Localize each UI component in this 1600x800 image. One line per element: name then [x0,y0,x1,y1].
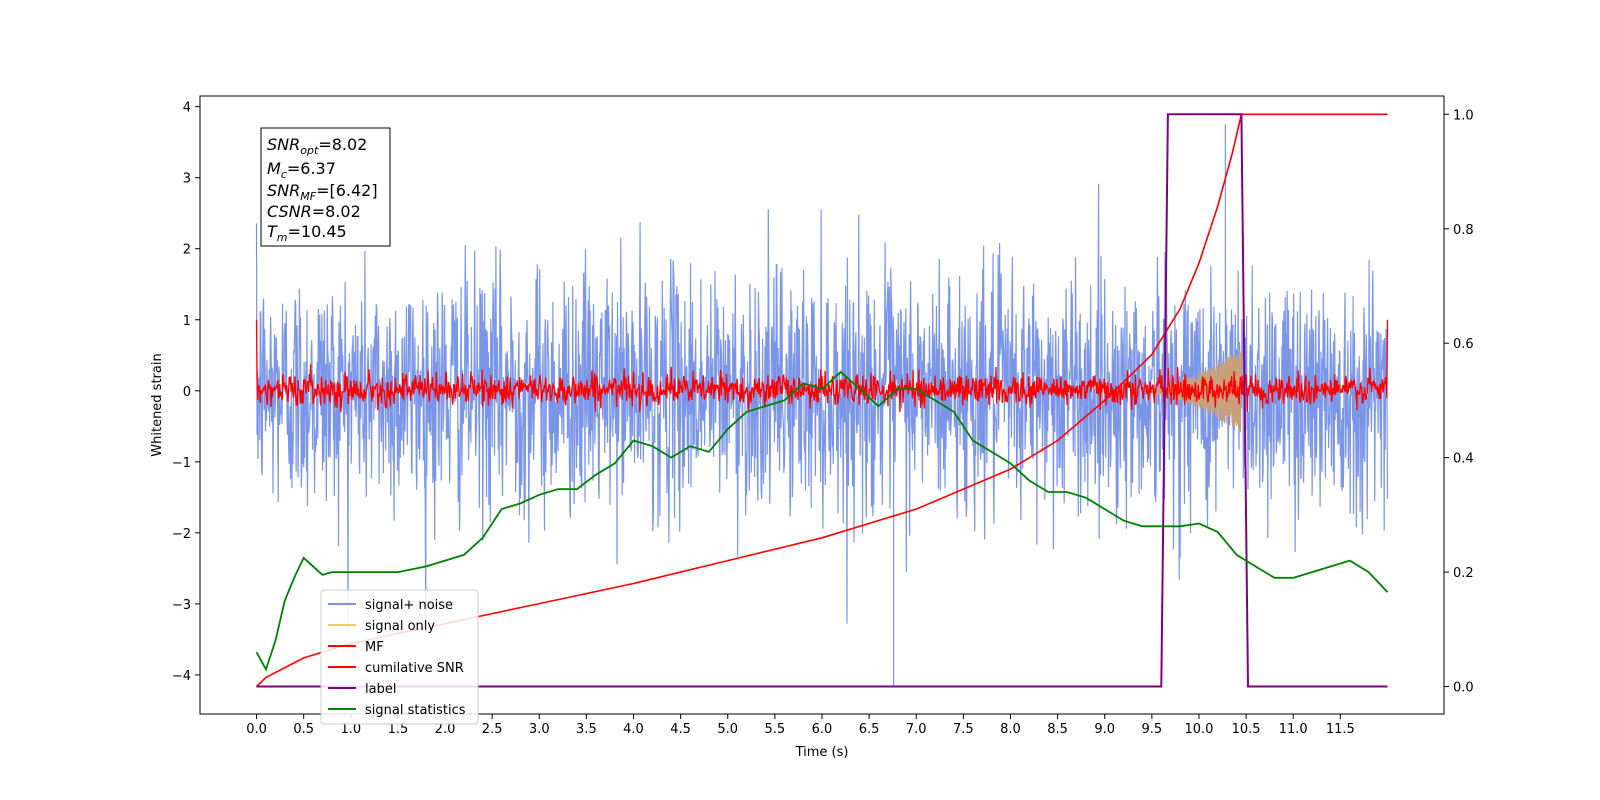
x-tick-label: 1.5 [388,722,409,737]
y-left-tick-label: −4 [172,669,191,684]
info-snr-opt: SNRopt=8.02 [267,135,367,157]
y-left-tick-label: 2 [183,243,191,258]
info-snr-opt-value: =8.02 [318,135,367,154]
x-tick-label: 2.0 [435,722,456,737]
info-tm-label: T [267,222,278,241]
info-mc-value: =6.37 [287,159,336,178]
x-tick-label: 7.5 [953,722,974,737]
y-right-tick-label: 0.0 [1453,681,1474,696]
info-tm-value: =10.45 [288,222,347,241]
info-mc: Mc=6.37 [267,159,336,181]
legend-label-signal-only: signal only [365,619,435,634]
x-tick-label: 4.0 [623,722,644,737]
x-tick-label: 7.0 [906,722,927,737]
y-left-tick-label: 3 [183,172,191,187]
x-tick-label: 0.5 [293,722,314,737]
x-tick-label: 11.0 [1279,722,1308,737]
x-tick-label: 8.0 [1000,722,1021,737]
signal-statistics-line [255,370,1389,672]
label-line [256,113,1388,688]
info-snr-mf: SNRMF=[6.42] [267,181,378,203]
x-tick-label: 3.5 [576,722,597,737]
y-left-tick-label: 4 [183,101,191,116]
x-tick-label: 9.0 [1094,722,1115,737]
legend-label-label: label [365,682,396,697]
y-left-tick-label: −3 [172,598,191,613]
signal-statistics-layer [255,370,1389,672]
y-right-tick-label: 0.2 [1453,566,1474,581]
x-axis-ticks: 0.0 0.5 1.0 1.5 2.0 2.5 3.0 3.5 4.0 4.5 5.0 5.5 6.0 6… [246,714,1355,737]
info-snr-mf-sub: MF [300,190,316,203]
x-tick-label: 10.5 [1232,722,1261,737]
legend-label-mf: MF [365,640,384,655]
info-snr-opt-label: SNR [267,135,300,154]
info-csnr-label: CSNR [267,202,312,221]
x-tick-label: 5.5 [765,722,786,737]
info-mc-label: M [267,159,281,178]
y-left-axis-label: Whitened strain [150,353,165,456]
label-layer [256,113,1388,688]
x-tick-label: 6.5 [859,722,880,737]
x-tick-label: 3.0 [529,722,550,737]
legend-label-signal-statistics: signal statistics [365,703,466,718]
legend-label-cumulative-snr: cumilative SNR [365,661,464,676]
y-left-axis-ticks: 4 3 2 1 0 −1 −2 −3 −4 [172,101,200,684]
x-tick-label: 6.0 [812,722,833,737]
info-mc-sub: c [281,168,287,181]
x-tick-label: 9.5 [1142,722,1163,737]
info-csnr-value: =8.02 [312,202,361,221]
y-right-tick-label: 0.4 [1453,452,1474,467]
legend-frame [320,589,479,725]
x-tick-label: 1.0 [340,722,361,737]
info-csnr: CSNR=8.02 [267,202,361,221]
x-tick-label: 11.5 [1326,722,1355,737]
y-right-tick-label: 0.6 [1453,337,1474,352]
y-right-tick-label: 0.8 [1453,223,1474,238]
info-snr-mf-label: SNR [267,181,300,200]
info-tm-sub: m [277,231,288,244]
legend: signal+ noise signal only MF cumilative … [320,589,479,725]
y-left-tick-label: −1 [172,456,191,471]
y-left-tick-label: 1 [183,314,191,329]
x-tick-label: 10.0 [1184,722,1213,737]
info-snr-opt-sub: opt [300,144,319,157]
x-tick-label: 4.5 [670,722,691,737]
mf-line [255,319,1389,413]
y-right-tick-label: 1.0 [1453,108,1474,123]
info-tm: Tm=10.45 [267,222,347,244]
info-box: SNRopt=8.02 Mc=6.37 SNRMF=[6.42] CSNR=8.… [260,127,391,247]
y-right-axis-ticks: 1.0 0.8 0.6 0.4 0.2 0.0 [1444,108,1474,696]
x-tick-label: 2.5 [482,722,503,737]
mf-layer [255,319,1389,413]
x-tick-label: 8.5 [1047,722,1068,737]
y-left-tick-label: −2 [172,527,191,542]
x-axis-label: Time (s) [795,745,849,760]
y-left-tick-label: 0 [183,385,191,400]
x-tick-label: 0.0 [246,722,267,737]
info-box-frame [260,127,391,247]
x-tick-label: 5.0 [717,722,738,737]
legend-label-signal-noise: signal+ noise [365,598,453,613]
info-snr-mf-value: =[6.42] [316,181,378,200]
